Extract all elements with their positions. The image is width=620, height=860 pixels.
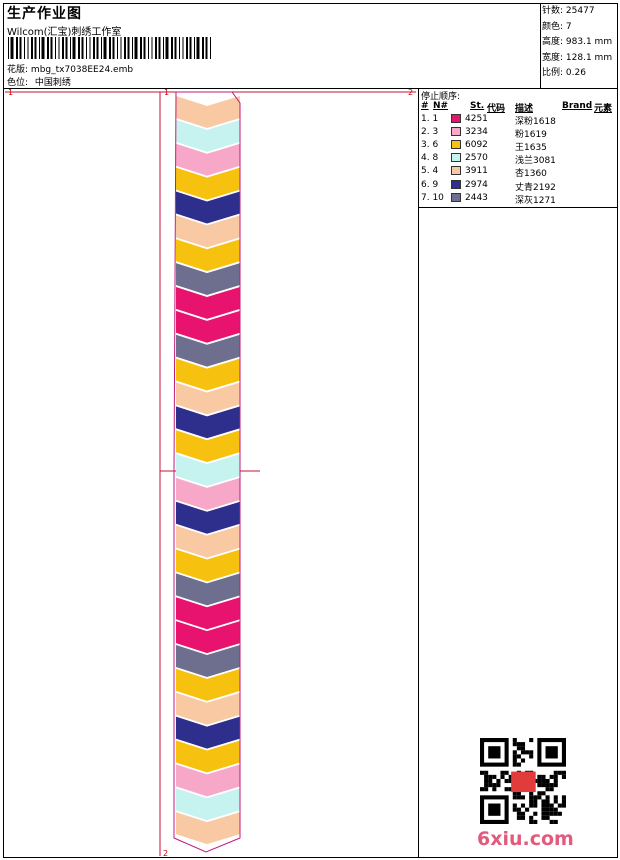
file-name: mbg_tx7038EE24.emb: [30, 65, 134, 75]
stat-width: 宽度: 128.1 mm: [542, 52, 613, 63]
chevron-band-magenta: [176, 597, 240, 630]
sequence-row: 6. 9 2974 丈青2192: [421, 180, 556, 193]
chevron-band-yellow: [176, 167, 240, 200]
watermark-text: 6xiu.com: [477, 828, 574, 850]
chevron-band-peach: [176, 215, 240, 248]
sequence-title: 停止顺序:: [421, 92, 461, 102]
chevron-band-navy: [176, 406, 240, 439]
chevron-band-pink: [176, 764, 240, 797]
chevron-band-peach: [176, 812, 240, 845]
color-swatch: [451, 166, 461, 175]
col-code: 代码: [487, 104, 506, 114]
document-frame: [3, 3, 618, 858]
chevron-band-cyan: [176, 454, 240, 487]
marker-label: 1: [164, 88, 169, 97]
col-elements: 元素: [594, 104, 613, 114]
sequence-row: 7. 10 2443 深灰1271: [421, 193, 556, 206]
chevron-band-navy: [176, 191, 240, 224]
sequence-row: 5. 4 3911 杏1360: [421, 166, 547, 179]
chevron-band-gray: [176, 334, 240, 367]
chevron-bands: [176, 96, 240, 845]
chevron-band-yellow: [176, 668, 240, 701]
chevron-band-navy: [176, 716, 240, 749]
chevron-band-magenta: [176, 286, 240, 319]
sequence-table-rule: [418, 207, 618, 208]
marker-label: 2: [163, 849, 168, 858]
design-outline: [173, 91, 241, 853]
color-swatch: [451, 140, 461, 149]
chevron-band-yellow: [176, 358, 240, 391]
position-line: 色位: 中国刺绣: [7, 75, 71, 88]
color-swatch: [451, 180, 461, 189]
barcode: [8, 37, 211, 59]
chevron-band-yellow: [176, 740, 240, 773]
stat-stitches: 针数: 25477: [542, 6, 595, 16]
stat-scale: 比例: 0.26: [542, 68, 586, 78]
color-swatch: [451, 193, 461, 202]
sequence-row: 1. 1 4251 深粉1618: [421, 114, 556, 127]
col-num: N#: [433, 101, 449, 111]
header-bottom-rule: [3, 88, 618, 89]
chevron-band-gray: [176, 573, 240, 606]
qr-code: [480, 738, 566, 824]
stat-colors: 颜色: 7: [542, 21, 572, 32]
chevron-band-peach: [176, 96, 240, 128]
chevron-band-gray: [176, 263, 240, 296]
sequence-row: 3. 6 6092 王1635: [421, 140, 547, 153]
position-value: 中国刺绣: [34, 78, 71, 88]
col-st: St.: [470, 101, 485, 111]
marker-label: 2: [408, 88, 413, 97]
position-label: 色位:: [7, 78, 29, 88]
col-brand: Brand: [562, 101, 593, 111]
chevron-band-cyan: [176, 788, 240, 821]
chevron-band-navy: [176, 501, 240, 534]
chevron-band-peach: [176, 525, 240, 558]
marker-label: 1: [8, 88, 13, 97]
chevron-band-magenta: [176, 621, 240, 654]
color-swatch: [451, 153, 461, 162]
studio-name: Wilcom(汇宝)刺绣工作室: [7, 27, 122, 38]
chevron-band-yellow: [176, 239, 240, 272]
seal-stamp: [511, 771, 536, 793]
chevron-band-cyan: [176, 119, 240, 152]
col-desc: 描述: [515, 104, 534, 114]
file-label: 花版:: [7, 65, 29, 75]
chevron-band-pink: [176, 477, 240, 510]
right-column-rule: [418, 88, 419, 858]
chevron-band-magenta: [176, 310, 240, 343]
chevron-band-pink: [176, 143, 240, 176]
sequence-row: 2. 3 3234 粉1619: [421, 127, 547, 140]
stat-height: 高度: 983.1 mm: [542, 37, 613, 47]
chevron-band-peach: [176, 692, 240, 725]
chevron-band-yellow: [176, 430, 240, 463]
page-title: 生产作业图: [7, 6, 82, 22]
header-divider: [540, 3, 541, 89]
chevron-band-peach: [176, 382, 240, 415]
sequence-row: 4. 8 2570 浅兰3081: [421, 153, 556, 166]
chevron-band-gray: [176, 645, 240, 677]
stats-panel: 针数: 25477 颜色: 7 高度: 983.1 mm 宽度: 128.1 m…: [542, 4, 612, 82]
chevron-band-yellow: [176, 549, 240, 582]
file-line: 花版: mbg_tx7038EE24.emb: [7, 62, 133, 75]
color-swatch: [451, 114, 461, 123]
col-hash: #: [421, 101, 429, 111]
color-swatch: [451, 127, 461, 136]
